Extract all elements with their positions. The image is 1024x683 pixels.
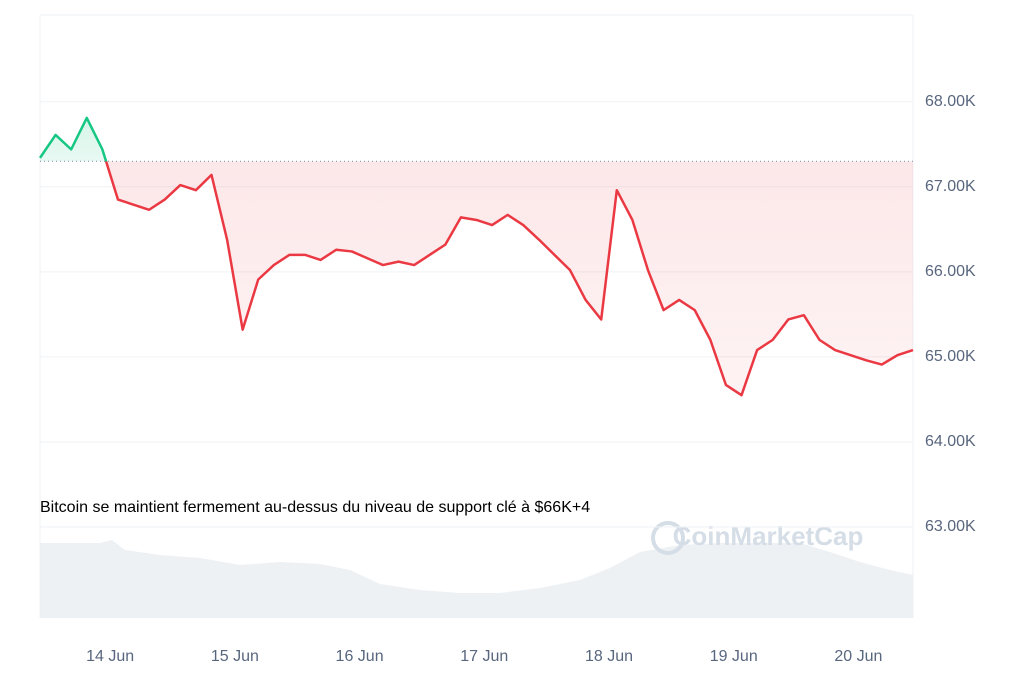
y-tick-label: 63.00K <box>925 518 976 535</box>
price-area <box>40 117 913 396</box>
x-tick-label: 18 Jun <box>585 648 633 665</box>
price-line <box>38 116 914 397</box>
x-tick-label: 17 Jun <box>460 648 508 665</box>
annotation: Bitcoin se maintient fermement au-dessus… <box>40 499 590 516</box>
x-tick-label: 19 Jun <box>710 648 758 665</box>
x-tick-label: 14 Jun <box>86 648 134 665</box>
y-tick-label: 68.00K <box>925 93 976 110</box>
volume-area <box>40 540 913 618</box>
y-tick-label: 65.00K <box>925 348 976 365</box>
watermark: CoinMarketCap <box>673 521 864 551</box>
y-tick-label: 66.00K <box>925 263 976 280</box>
x-tick-label: 16 Jun <box>336 648 384 665</box>
watermark-logo <box>651 521 685 555</box>
x-tick-label: 15 Jun <box>211 648 259 665</box>
y-tick-label: 64.00K <box>925 433 976 450</box>
y-tick-label: 67.00K <box>925 178 976 195</box>
x-tick-label: 20 Jun <box>834 648 882 665</box>
